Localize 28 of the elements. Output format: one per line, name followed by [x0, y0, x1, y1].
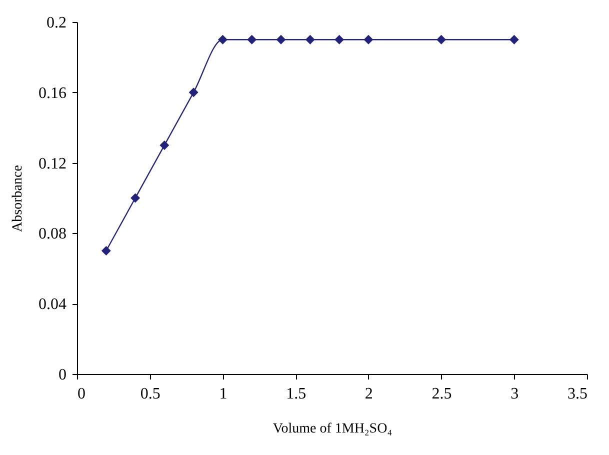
- x-axis-title: Volume of 1MH₂SO₄: [272, 422, 392, 436]
- x-tick-label: 3: [510, 386, 519, 402]
- y-tick-label: 0.16: [38, 84, 66, 102]
- x-tick-label: 1: [219, 386, 228, 402]
- y-axis-title: Absorbance: [10, 165, 26, 232]
- point: [160, 140, 170, 150]
- x-tick-label: 2: [364, 386, 373, 402]
- y-tick-label: 0.08: [38, 226, 66, 243]
- y-tick-label: 0: [58, 366, 66, 384]
- x-tick-label: 0: [78, 386, 86, 402]
- point: [334, 34, 344, 44]
- x-tick-label: 3.5: [568, 386, 588, 402]
- point: [305, 34, 315, 44]
- point: [188, 88, 198, 98]
- y-tick-label: 0.04: [38, 296, 66, 314]
- point: [247, 34, 257, 44]
- point: [276, 34, 286, 44]
- point: [509, 34, 519, 44]
- y-tick-label: 0.12: [38, 155, 66, 172]
- point: [130, 193, 140, 203]
- x-tick-label: 0.5: [140, 386, 160, 402]
- point: [364, 34, 374, 44]
- point: [101, 246, 111, 256]
- point: [436, 34, 446, 44]
- point: [218, 34, 228, 44]
- x-tick-label: 1.5: [286, 386, 306, 402]
- y-tick-label: 0.2: [46, 14, 66, 32]
- x-tick-label: 2.5: [432, 386, 452, 402]
